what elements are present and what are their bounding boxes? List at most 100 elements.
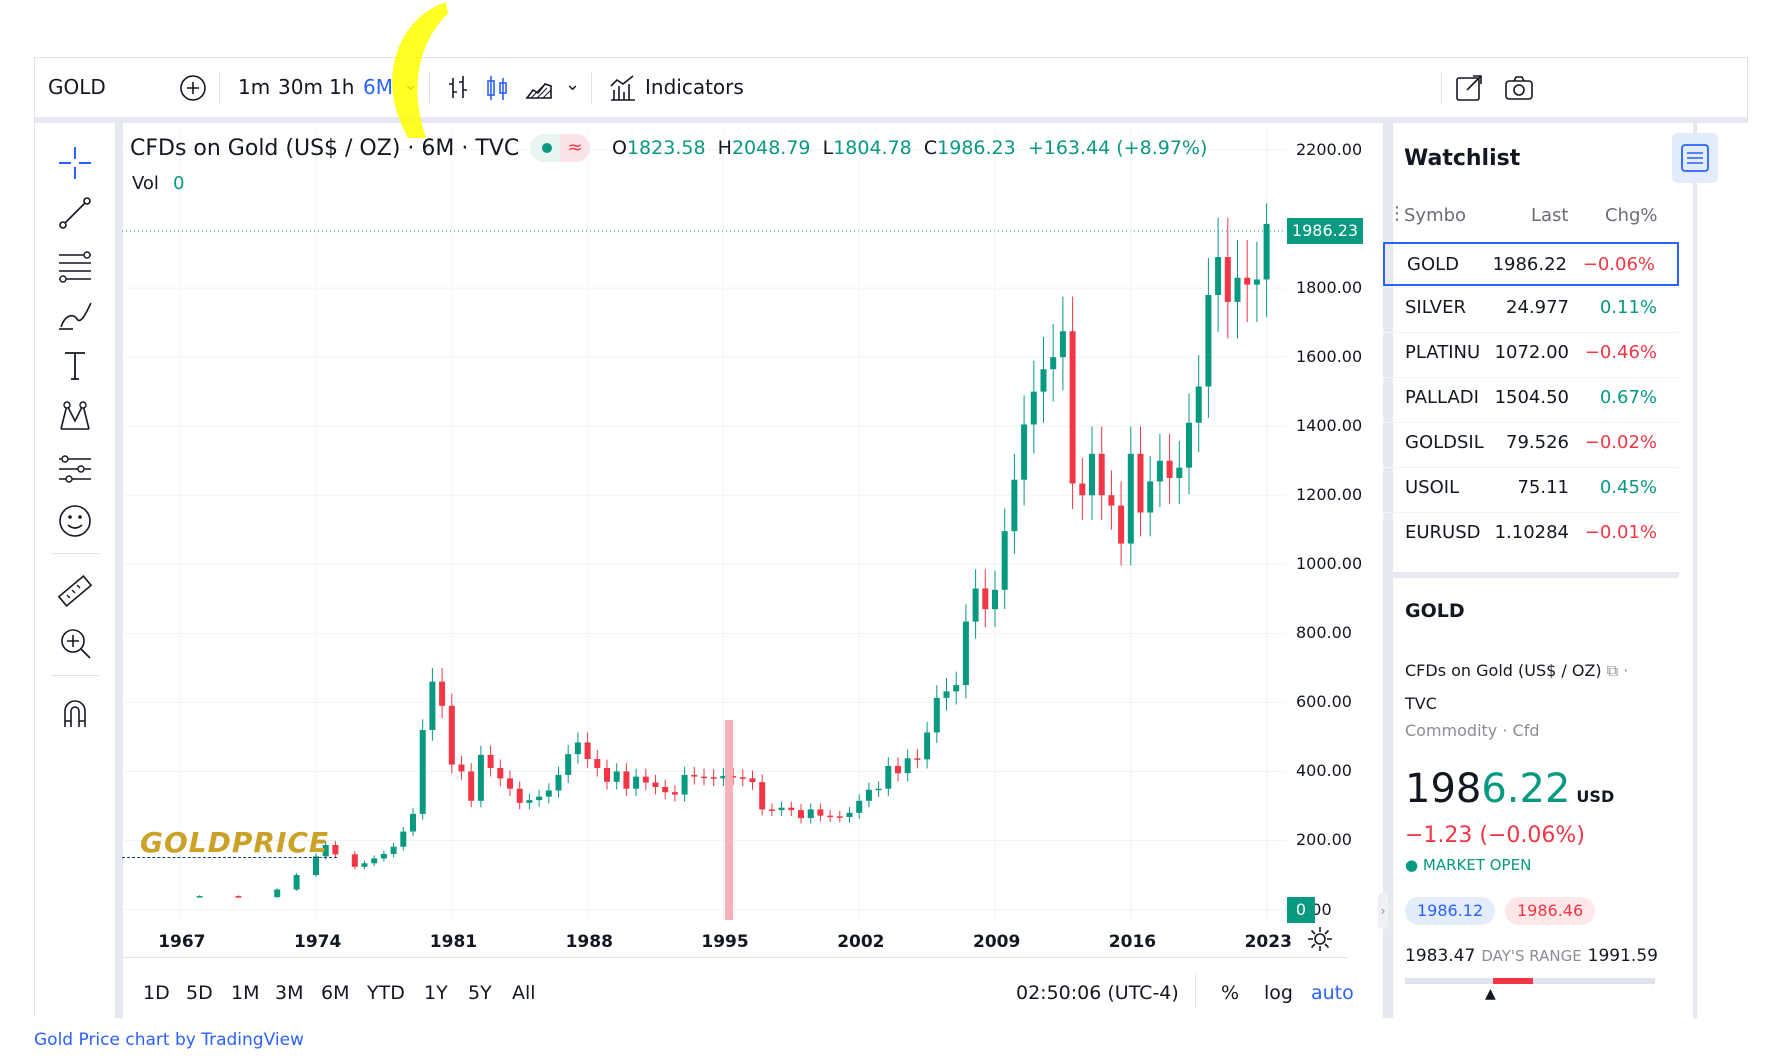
attribution-link[interactable]: Gold Price chart by TradingView: [34, 1030, 304, 1050]
zoom-in-icon[interactable]: [55, 623, 95, 663]
range-1m[interactable]: 1M: [231, 982, 260, 1004]
candle-body: [332, 844, 339, 855]
range-ytd[interactable]: YTD: [367, 982, 405, 1004]
price-tick-label: 1800.00: [1296, 278, 1363, 298]
candle-body: [1156, 460, 1163, 482]
watchlist-row-usoil[interactable]: USOIL 75.11 0.45%: [1383, 467, 1679, 511]
candle-body: [196, 896, 203, 898]
candle-body: [565, 754, 572, 775]
bid-price[interactable]: 1986.12: [1405, 897, 1496, 925]
row-divider: [1383, 467, 1679, 468]
ohlc-change: +163.44 (+8.97%): [1027, 137, 1208, 159]
candle-body: [497, 767, 504, 779]
volume-legend: Vol 0: [132, 173, 184, 194]
candle-body: [351, 854, 358, 867]
clock[interactable]: 02:50:06 (UTC-4): [1016, 982, 1179, 1004]
chart-style-chevron-icon[interactable]: ⌄: [565, 74, 581, 95]
candle-body: [875, 788, 882, 791]
candle-body: [507, 778, 513, 789]
candle-body: [836, 816, 843, 818]
price-tick-label: 1200.00: [1296, 485, 1363, 505]
range-1d[interactable]: 1D: [143, 982, 170, 1004]
col-symbol[interactable]: Symbo: [1404, 205, 1467, 226]
details-description: CFDs on Gold (US$ / OZ) ⧉ · TVC: [1405, 654, 1645, 720]
indicators-button[interactable]: Indicators: [645, 75, 744, 99]
range-1y[interactable]: 1Y: [424, 982, 448, 1004]
range-3m[interactable]: 3M: [275, 982, 304, 1004]
candle-body: [1089, 453, 1095, 496]
watchlist-row-eurusd[interactable]: EURUSD 1.10284 −0.01%: [1383, 512, 1679, 556]
watchlist-row-goldsil[interactable]: GOLDSIL 79.526 −0.02%: [1383, 422, 1679, 466]
crosshair-icon[interactable]: [55, 143, 95, 183]
watchlist-row-gold[interactable]: GOLD 1986.22 −0.06%: [1383, 242, 1679, 286]
ruler-icon[interactable]: [55, 571, 95, 611]
col-chg[interactable]: Chg%: [1605, 205, 1658, 226]
chart-pane[interactable]: [123, 123, 1383, 1018]
candle-body: [759, 782, 766, 810]
candle-body: [827, 815, 834, 818]
settings-icon[interactable]: [1306, 925, 1334, 953]
camera-icon[interactable]: [1503, 72, 1535, 104]
text-icon[interactable]: [55, 345, 95, 385]
candle-body: [681, 774, 688, 795]
details-symbol[interactable]: GOLD: [1405, 600, 1465, 622]
list-icon: [1681, 144, 1709, 172]
candle-body: [1166, 460, 1173, 478]
open-popup-icon[interactable]: [1453, 72, 1485, 104]
interval-1h[interactable]: 1h: [329, 75, 355, 99]
candle-body: [1098, 453, 1105, 496]
percent-toggle[interactable]: %: [1221, 982, 1240, 1004]
drag-handle-icon[interactable]: ⋮: [1388, 203, 1406, 224]
collapse-handle-icon[interactable]: ›: [1378, 893, 1388, 929]
watchlist-row-silver[interactable]: SILVER 24.977 0.11%: [1383, 287, 1679, 331]
row-divider: [1383, 332, 1679, 333]
candles-style-icon[interactable]: [481, 72, 513, 104]
range-5d[interactable]: 5D: [186, 982, 213, 1004]
candle-body: [293, 875, 300, 890]
candle-body: [1108, 495, 1115, 506]
watchlist-symbol: PALLADI: [1405, 387, 1479, 408]
emoji-icon[interactable]: [55, 501, 95, 541]
candle-body: [856, 800, 863, 813]
candle-body: [400, 831, 407, 847]
range-5y[interactable]: 5Y: [468, 982, 492, 1004]
candle-body: [419, 730, 426, 814]
candle-body: [623, 771, 630, 789]
log-toggle[interactable]: log: [1264, 982, 1293, 1004]
ohlc-o-label: O: [612, 137, 627, 159]
candle-body: [788, 807, 795, 811]
range-all[interactable]: All: [512, 982, 536, 1004]
candle-body: [662, 786, 669, 793]
watchlist-toggle-button[interactable]: [1672, 133, 1718, 183]
ask-price[interactable]: 1986.46: [1505, 897, 1596, 925]
price-currency: USD: [1576, 787, 1615, 806]
highlight-bar: [725, 720, 733, 920]
interval-1m[interactable]: 1m: [238, 75, 271, 99]
watchlist-row-palladi[interactable]: PALLADI 1504.50 0.67%: [1383, 377, 1679, 421]
candle-body: [739, 777, 746, 779]
brush-icon[interactable]: [55, 295, 95, 335]
prediction-icon[interactable]: [55, 449, 95, 489]
pattern-icon[interactable]: [55, 397, 95, 437]
watchlist-row-platinu[interactable]: PLATINU 1072.00 −0.46%: [1383, 332, 1679, 376]
indicators-icon[interactable]: [607, 72, 639, 104]
market-status-pill[interactable]: ≈: [530, 134, 590, 162]
bars-style-icon[interactable]: [443, 72, 475, 104]
symbol-search[interactable]: GOLD: [48, 75, 106, 99]
col-last[interactable]: Last: [1531, 205, 1569, 226]
add-symbol-icon[interactable]: [177, 72, 209, 104]
trend-line-icon[interactable]: [55, 193, 95, 233]
fib-retracement-icon[interactable]: [55, 245, 95, 285]
auto-toggle[interactable]: auto: [1311, 982, 1354, 1004]
interval-30m[interactable]: 30m: [278, 75, 323, 99]
price-highlight: 6.22: [1481, 766, 1571, 812]
interval-6M[interactable]: 6M: [363, 75, 393, 99]
watchlist-last: 24.977: [1506, 297, 1569, 318]
candle-body: [710, 777, 717, 779]
magnet-icon[interactable]: [55, 693, 95, 733]
area-style-icon[interactable]: [523, 72, 555, 104]
external-link-icon[interactable]: ⧉ ·: [1606, 661, 1629, 680]
range-6m[interactable]: 6M: [321, 982, 350, 1004]
row-divider: [1383, 422, 1679, 423]
